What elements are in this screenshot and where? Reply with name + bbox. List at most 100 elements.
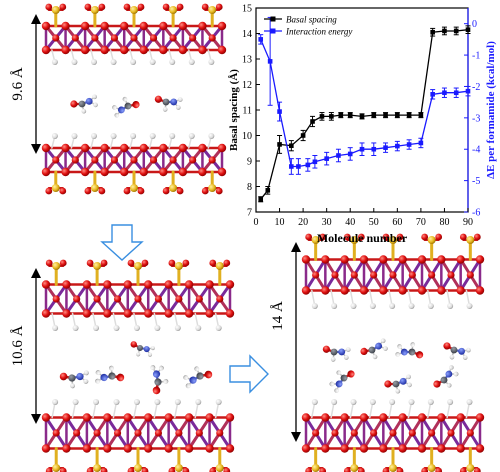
atom [98,187,106,195]
atom [84,3,92,11]
series-interaction-energy [258,16,471,175]
atom [91,34,99,42]
atom [95,370,101,376]
atom [408,303,415,309]
atom [162,187,170,195]
atom [84,187,92,195]
spacing-label-bottom-right: 14 Å [270,301,286,331]
atom [149,34,158,42]
data-point [277,109,282,114]
right-tick-label: -4 [472,145,480,156]
atom [52,464,61,472]
formamide-molecule [329,370,355,393]
left-tick-label: 7 [247,208,252,219]
formamide-molecule [70,94,98,114]
atom [70,100,78,108]
atom [427,464,436,472]
atom [175,429,183,437]
atom [466,236,475,244]
atom [331,429,339,437]
atom [194,366,200,372]
atom [176,187,184,195]
data-point [267,59,273,64]
atom [372,354,378,360]
data-point [319,114,325,119]
atom [123,309,132,318]
atom [437,444,446,453]
atom [80,21,90,31]
formamide-molecule [360,338,388,360]
atom [311,303,318,309]
atom [195,399,202,405]
atom [90,184,99,192]
formamide-molecule [59,370,89,389]
atom [80,167,90,177]
atom [72,325,79,331]
atom [130,59,137,65]
left-tick-label: 15 [242,4,252,15]
data-point [383,112,388,118]
atom [41,413,51,422]
atom [103,413,112,422]
y-axis-label-right: ΔE per formamide (kcal/mol) [485,41,497,179]
atom [130,34,138,42]
atom [305,467,313,472]
atom [116,373,125,382]
atom [370,429,378,437]
atom [134,262,142,270]
atom [164,444,173,453]
atom [71,34,79,42]
atom [61,143,70,153]
atom [136,352,141,357]
spacing-label-bottom-left: 10.6 Å [10,325,26,366]
right-tick-label: 0 [472,19,477,30]
atom [120,21,129,31]
atom [359,286,369,295]
series-basal-spacing [258,25,471,203]
atom [184,309,194,318]
atom [466,303,473,309]
clay-layer [41,399,235,472]
left-tick-label: 8 [247,182,252,193]
atom [178,143,188,153]
atom [108,365,114,371]
left-tick-label: 11 [242,106,252,117]
atom [336,370,342,376]
atom [217,21,227,31]
atom [389,236,397,244]
right-arrow [229,354,269,394]
atom [178,45,188,55]
atom [152,386,161,395]
atom [52,262,61,270]
atom [188,133,195,139]
atom [421,233,429,241]
chart: 7 8 9 10 11 12 13 14 15 -6 -5 -4 -3 -2 -1 0 0 10 20 30 40 5… [228,4,497,246]
clay-layer [301,233,485,309]
atom [453,371,459,377]
atom [130,6,138,14]
atom [312,271,320,279]
atom [59,187,67,195]
formamide-molecule [95,365,125,384]
formamide-molecule [150,365,169,395]
atom [85,97,93,105]
data-point [329,114,334,119]
atom [447,399,454,405]
atom [225,309,235,318]
structure-top-left [41,3,227,195]
atom [164,280,173,289]
atom [159,21,168,31]
atom [52,325,59,331]
atom [311,399,318,405]
atom [80,45,90,55]
atom [45,187,53,195]
left-tick-label: 12 [242,80,252,91]
atom [176,105,181,110]
atom [76,372,84,381]
atom [170,98,178,106]
atom [149,156,158,164]
data-point [442,90,447,96]
left-tick-label: 9 [247,157,252,168]
atom [359,255,369,264]
x-axis-label: Molecule number [317,231,408,245]
